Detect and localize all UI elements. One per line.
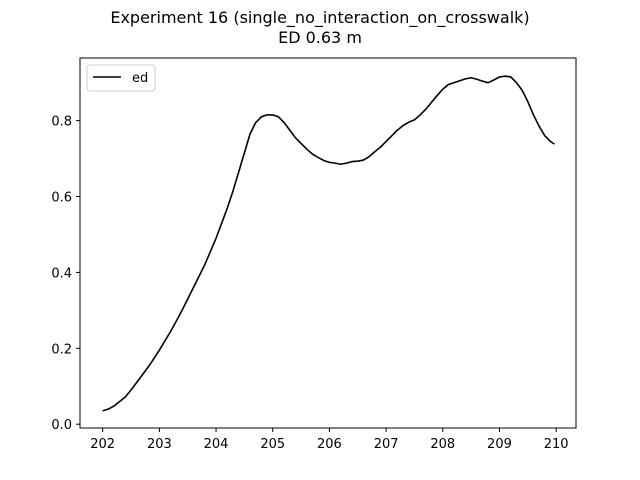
- x-tick-label: 202: [90, 437, 115, 452]
- plot-area: [80, 58, 576, 428]
- x-tick-label: 205: [260, 437, 285, 452]
- legend: ed: [86, 64, 156, 92]
- y-tick-label: 0.0: [51, 418, 72, 433]
- legend-label-ed: ed: [132, 71, 148, 86]
- x-tick-label: 204: [204, 437, 229, 452]
- x-axis-ticks: 202 203 204 205 206 207 208 209 210: [90, 428, 569, 452]
- x-tick-label: 208: [430, 437, 455, 452]
- x-tick-label: 209: [487, 437, 512, 452]
- y-tick-label: 0.6: [51, 191, 72, 206]
- y-axis-ticks: 0.0 0.2 0.4 0.6 0.8: [51, 115, 80, 433]
- plot-frame: [79, 57, 577, 429]
- x-tick-label: 207: [374, 437, 399, 452]
- x-tick-label: 210: [544, 437, 569, 452]
- series-line-ed: [102, 75, 555, 412]
- legend-box: [86, 64, 156, 92]
- y-tick-label: 0.2: [51, 342, 72, 357]
- chart-title: Experiment 16 (single_no_interaction_on_…: [110, 8, 530, 27]
- chart-subtitle: ED 0.63 m: [278, 28, 362, 47]
- x-tick-label: 206: [317, 437, 342, 452]
- x-tick-label: 203: [147, 437, 172, 452]
- y-tick-label: 0.8: [51, 115, 72, 130]
- y-tick-label: 0.4: [51, 266, 72, 281]
